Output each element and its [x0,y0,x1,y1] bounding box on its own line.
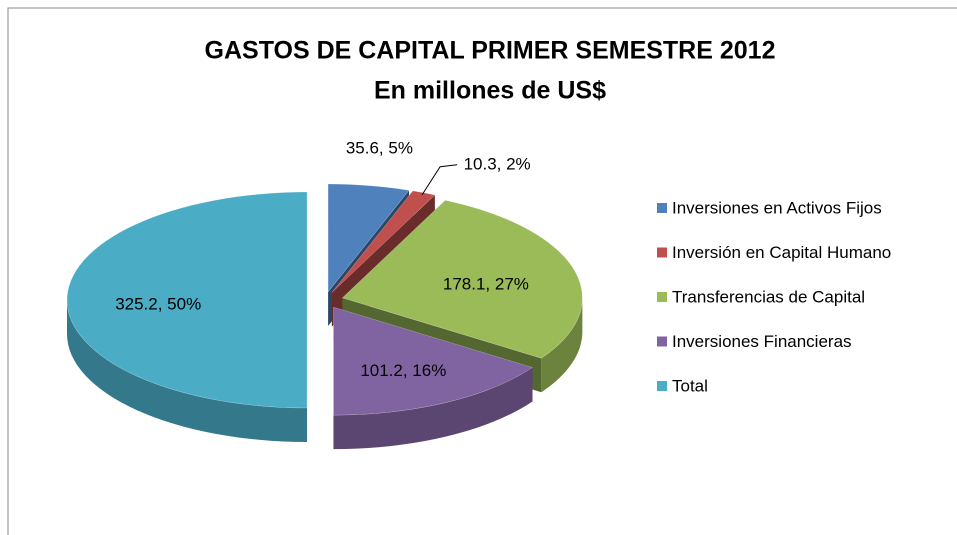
chart-title: GASTOS DE CAPITAL PRIMER SEMESTRE 2012 [205,37,776,65]
slice-wall [541,297,583,393]
data-label: 325.2, 50% [115,294,201,313]
slice-top [333,306,534,416]
leader-line [421,164,458,196]
data-label: 35.6, 5% [346,138,413,157]
data-label: 178.1, 27% [443,275,529,294]
legend-swatch [657,247,667,258]
slice-top [341,200,583,359]
legend-label: Inversiones Financieras [672,332,852,351]
slice-wall [67,300,307,442]
legend-label: Total [672,376,708,395]
legend-label: Transferencias de Capital [672,287,865,306]
legend-label: Inversiones en Activos Fijos [672,198,882,217]
slice [333,306,534,450]
data-label: 10.3, 2% [464,154,531,173]
slice-top [327,183,410,293]
slice-wall [333,367,533,450]
slice [66,191,308,442]
legend-label: Inversión en Capital Humano [672,243,891,262]
legend-swatch [657,336,667,347]
legend-swatch [657,203,667,213]
slice-top [66,191,308,409]
data-label: 101.2, 16% [360,361,446,380]
legend-swatch [657,381,667,391]
chart-subtitle: En millones de US$ [374,77,606,105]
legend-swatch [657,292,667,302]
